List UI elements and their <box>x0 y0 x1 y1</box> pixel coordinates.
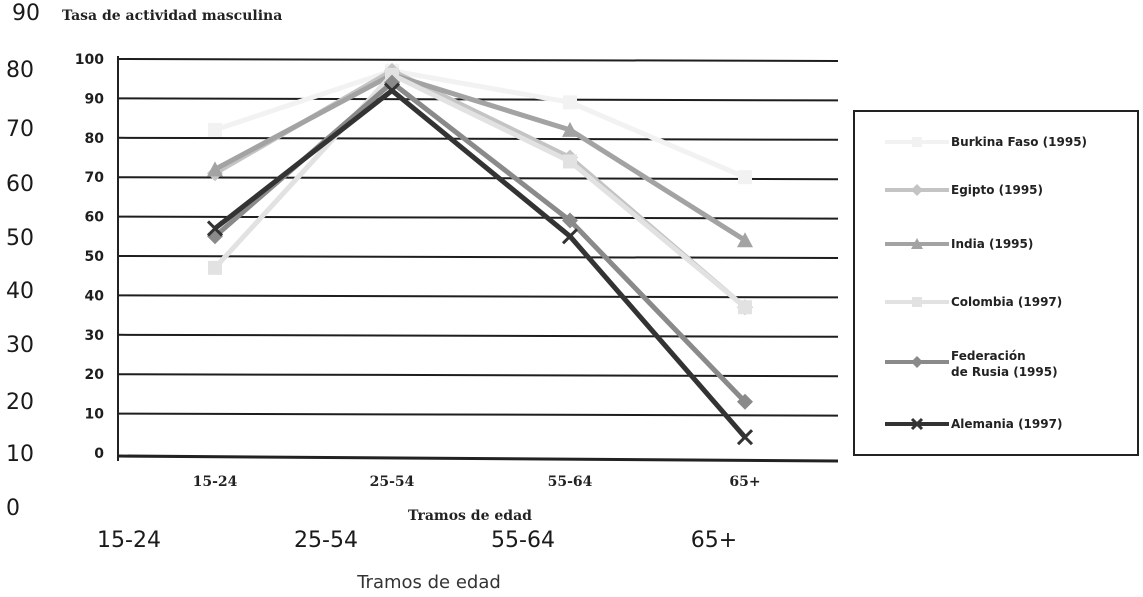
grid-line <box>117 176 839 181</box>
series-line <box>208 63 752 185</box>
series-path <box>214 68 746 180</box>
outer-y-tick-label: 70 <box>6 117 34 142</box>
series-path <box>213 88 747 439</box>
legend-item: Alemania (1997) <box>855 404 1137 444</box>
legend-swatch <box>885 238 949 249</box>
legend-item: Colombia (1997) <box>855 282 1137 322</box>
outer-x-tick-label: 55-64 <box>491 528 555 553</box>
y-tick-label: 40 <box>85 288 105 304</box>
outer-y-tick-label: 0 <box>6 496 20 521</box>
legend-label: Egipto (1995) <box>951 183 1044 197</box>
x-axis-label: Tramos de edad <box>408 508 532 524</box>
y-tick-label: 10 <box>85 407 105 423</box>
series-line <box>207 66 753 248</box>
outer-x-tick-label: 65+ <box>690 528 738 553</box>
data-point <box>208 260 222 275</box>
legend-label: India (1995) <box>951 237 1034 251</box>
legend-swatch <box>885 417 949 431</box>
data-point <box>736 429 754 446</box>
outer-y-tick-label: 50 <box>6 226 34 251</box>
data-point <box>208 122 222 137</box>
x-axis-line <box>117 454 839 463</box>
series-line <box>206 82 754 446</box>
data-point <box>562 121 578 137</box>
data-point <box>911 238 923 249</box>
legend-label: Burkina Faso (1995) <box>951 135 1088 149</box>
data-point <box>911 356 923 368</box>
outer-x-tick-label: 15-24 <box>97 528 161 553</box>
data-point <box>563 154 577 169</box>
grid-line <box>117 294 839 299</box>
legend-swatch <box>885 137 949 147</box>
y-tick-label: 70 <box>85 170 105 186</box>
y-tick-label: 50 <box>85 249 105 265</box>
x-tick-label: 55-64 <box>548 474 593 490</box>
outer-top-label: 90 <box>12 1 40 26</box>
data-point <box>206 220 224 237</box>
data-point <box>563 95 577 110</box>
y-tick-label: 30 <box>85 328 105 344</box>
series-path <box>213 72 747 310</box>
data-point <box>912 137 922 147</box>
data-point <box>738 170 752 185</box>
legend-label: Colombia (1997) <box>951 295 1063 309</box>
series-layer <box>206 62 754 446</box>
outer-y-tick-label: 20 <box>6 390 34 415</box>
data-point <box>910 417 924 431</box>
y-tick-label: 60 <box>85 210 105 226</box>
y-tick-label: 20 <box>85 367 105 383</box>
data-point <box>911 184 923 196</box>
y-tick-label: 90 <box>85 91 105 107</box>
grid-line <box>117 255 839 259</box>
y-tick-label: 100 <box>75 52 104 68</box>
data-point <box>737 393 753 410</box>
data-point <box>738 300 752 315</box>
legend-swatch <box>885 184 949 196</box>
x-tick-label: 65+ <box>729 474 760 490</box>
grid-line <box>117 373 839 378</box>
outer-y-tick-label: 60 <box>6 172 34 197</box>
y-tick-labels: 0 10 20 30 40 50 60 70 80 90 100 <box>75 52 104 462</box>
legend-label: Federación de Rusia (1995) <box>951 349 1058 379</box>
data-point <box>912 297 922 307</box>
legend-swatch <box>885 356 949 368</box>
legend-item: Burkina Faso (1995) <box>855 122 1137 162</box>
data-point <box>562 212 578 229</box>
legend-item: Federación de Rusia (1995) <box>855 342 1137 382</box>
outer-x-axis-label: Tramos de edad <box>357 572 501 593</box>
chart-title: Tasa de actividad masculina <box>62 8 283 24</box>
grid-line <box>117 58 839 62</box>
outer-y-tick-label: 30 <box>6 333 34 358</box>
series-line <box>208 67 752 315</box>
series-path <box>213 72 747 243</box>
legend-label: Alemania (1997) <box>951 417 1063 431</box>
grid-line <box>117 136 839 141</box>
legend-swatch <box>885 297 949 307</box>
data-point <box>383 82 401 99</box>
y-tick-label: 80 <box>85 131 105 147</box>
x-tick-labels: 15-24 25-54 55-64 65+ <box>193 474 761 490</box>
grid-line <box>117 333 839 338</box>
grid-line <box>117 412 839 417</box>
data-point <box>561 228 579 245</box>
outer-y-tick-label: 80 <box>6 58 34 83</box>
x-tick-label: 25-54 <box>370 474 415 490</box>
legend: Burkina Faso (1995) Egipto (1995) India (1… <box>853 110 1139 456</box>
y-tick-label: 0 <box>94 446 104 462</box>
outer-x-tick-label: 25-54 <box>294 528 358 553</box>
outer-y-tick-label: 40 <box>6 279 34 304</box>
data-point <box>737 232 753 248</box>
legend-item: India (1995) <box>855 224 1137 264</box>
x-tick-label: 15-24 <box>193 474 238 490</box>
legend-item: Egipto (1995) <box>855 170 1137 210</box>
data-point <box>207 161 223 177</box>
outer-y-tick-label: 10 <box>6 442 34 467</box>
